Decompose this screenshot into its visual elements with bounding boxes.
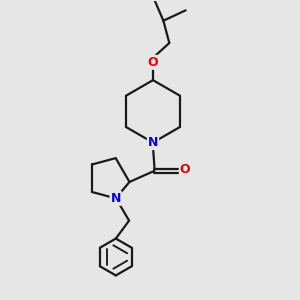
Text: N: N (110, 192, 121, 205)
Text: N: N (148, 136, 158, 149)
Text: O: O (180, 163, 190, 176)
Text: O: O (148, 56, 158, 69)
